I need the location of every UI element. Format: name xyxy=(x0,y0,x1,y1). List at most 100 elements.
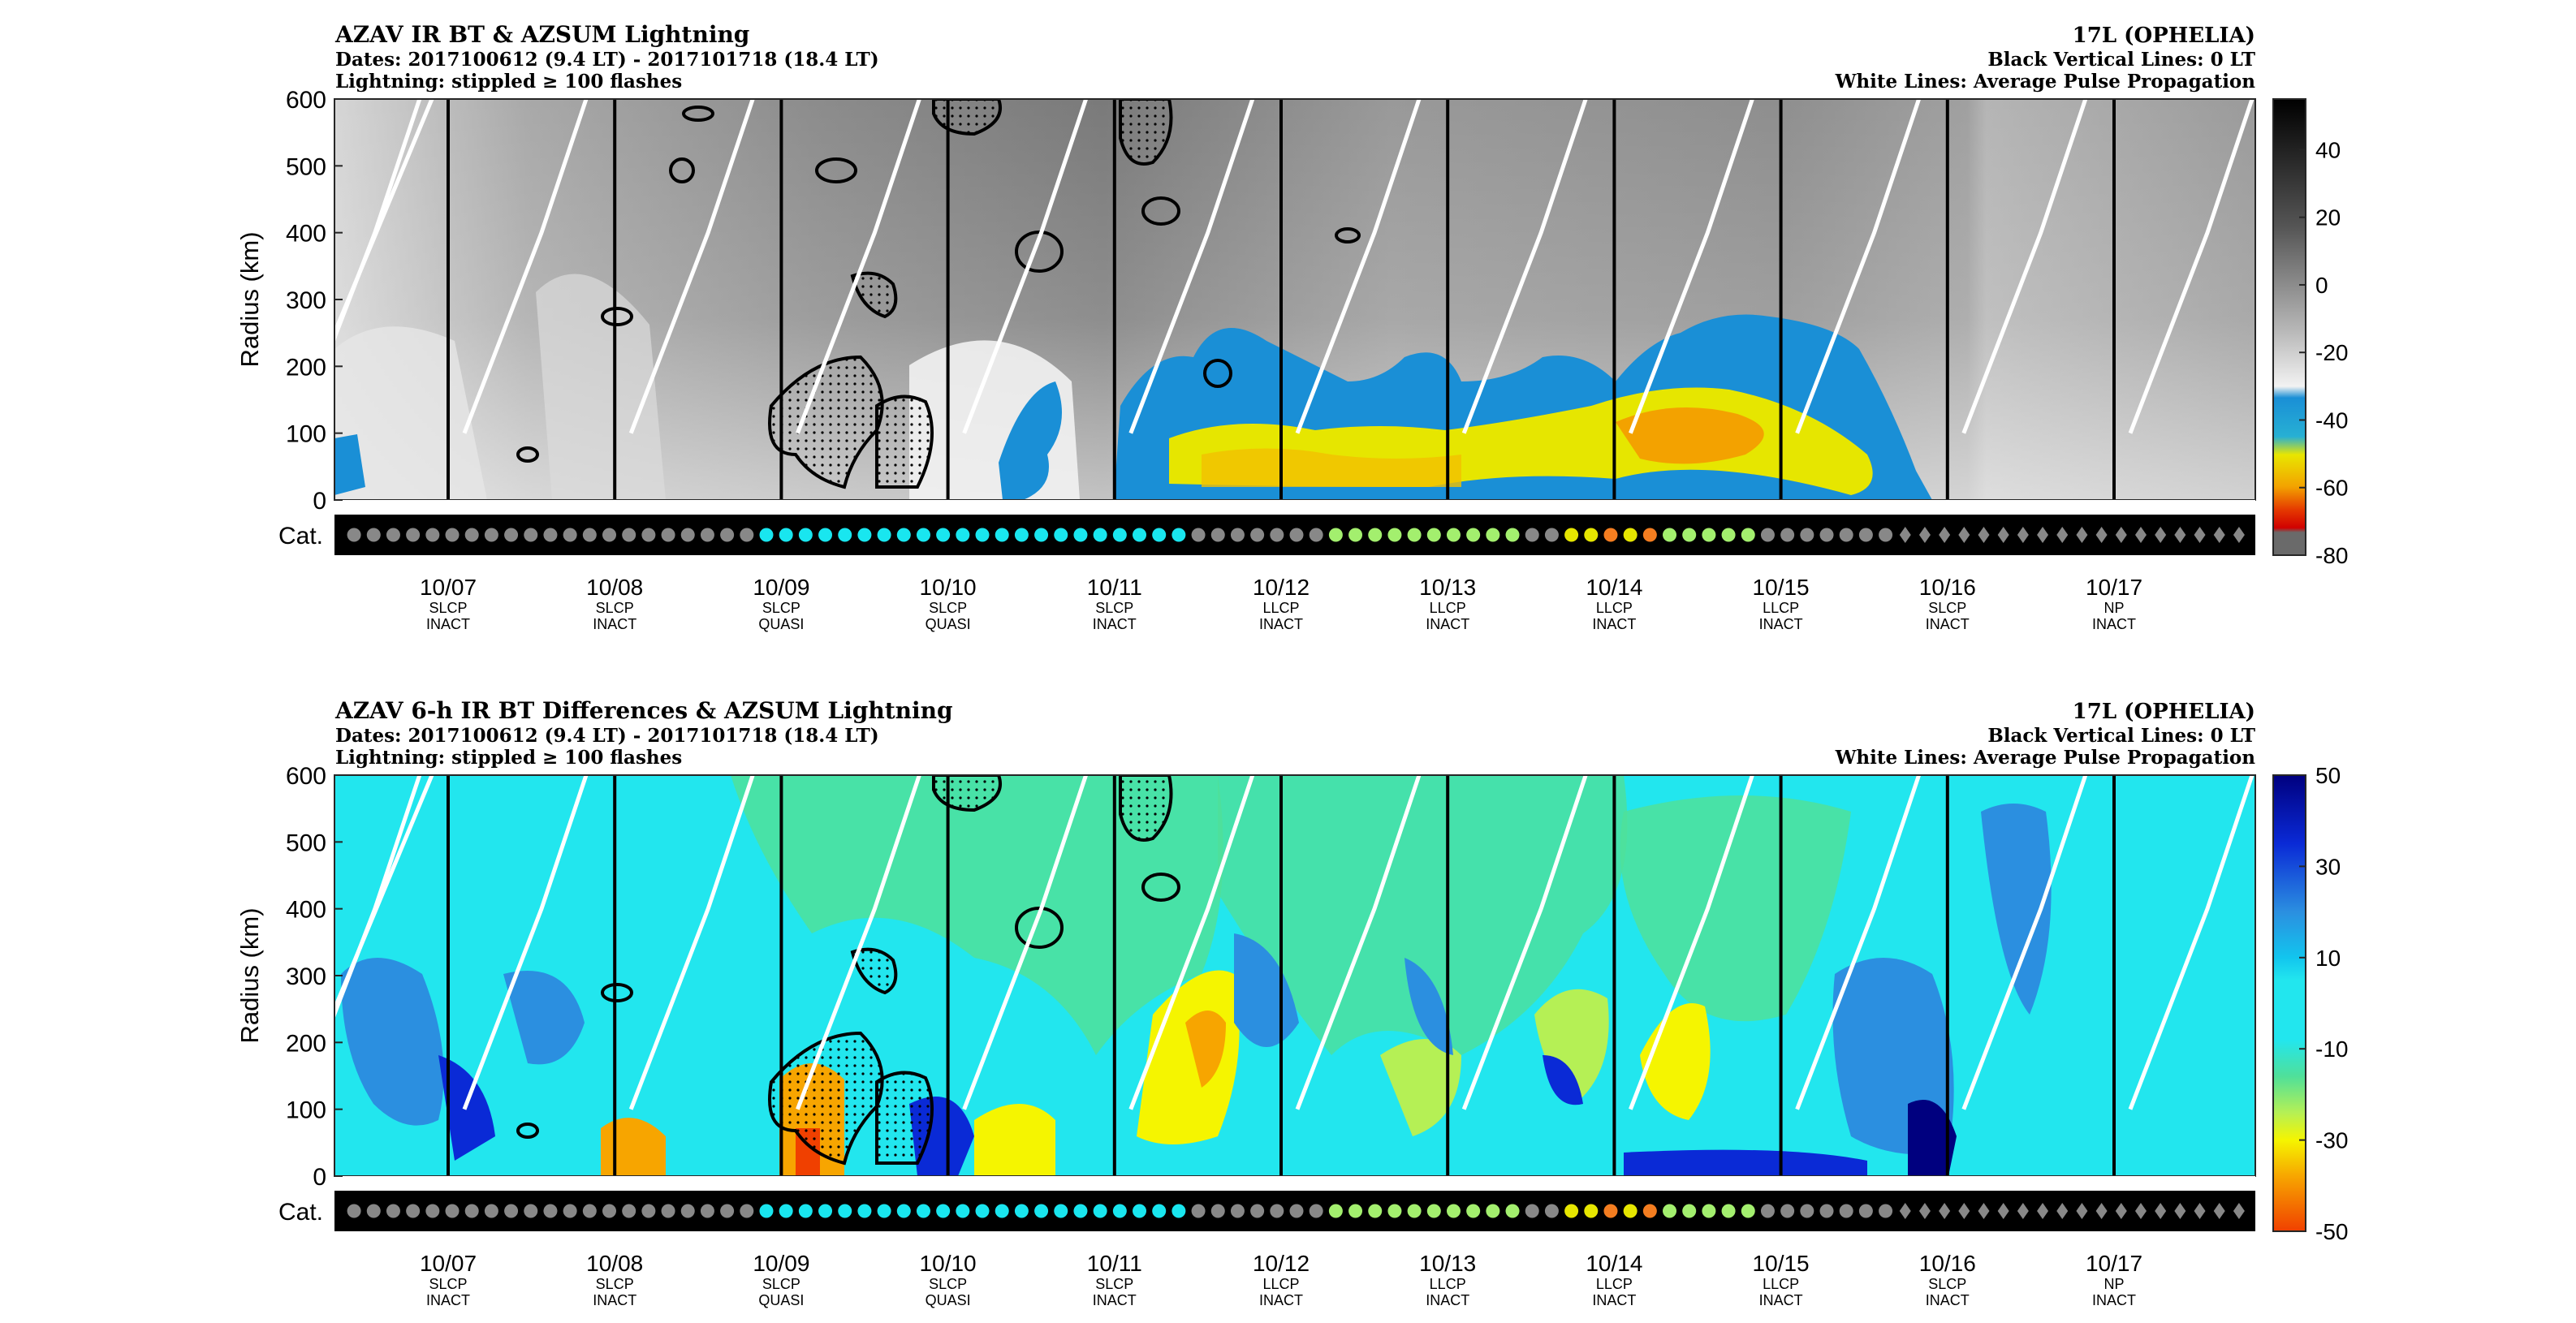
bottom-category-marker xyxy=(1250,1204,1265,1218)
bottom-category-marker xyxy=(425,1204,440,1218)
bottom-category-marker xyxy=(995,1204,1009,1218)
top-category-marker xyxy=(1171,528,1186,542)
bottom-category-marker xyxy=(1958,1203,1970,1219)
bottom-x-state1-label: SLCP xyxy=(596,1276,634,1292)
bottom-category-marker xyxy=(1289,1204,1304,1218)
negative-region-9 xyxy=(974,1104,1055,1176)
bottom-category-marker xyxy=(1133,1204,1147,1218)
bottom-category-marker xyxy=(2174,1203,2186,1219)
bottom-x-state1-label: LLCP xyxy=(1763,1276,1799,1292)
top-category-marker xyxy=(1918,527,1931,543)
bottom-x-state2-label: INACT xyxy=(1259,1292,1303,1308)
top-x-state2-label: INACT xyxy=(2092,616,2136,632)
lightning-contour-14 xyxy=(1203,359,1232,388)
top-category-marker xyxy=(700,528,714,542)
bottom-category-marker xyxy=(366,1204,381,1218)
bottom-plot-gap xyxy=(334,1176,2255,1183)
top-category-marker xyxy=(1348,528,1363,542)
top-category-marker xyxy=(838,528,852,542)
top-x-date-label: 10/16 xyxy=(1919,575,1976,600)
top-category-marker xyxy=(563,528,577,542)
top-pulse-line xyxy=(1795,99,1921,434)
bottom-category-marker xyxy=(1978,1203,1990,1219)
bottom-category-marker xyxy=(2095,1203,2108,1219)
positive-region-6 xyxy=(1405,958,1453,1055)
top-y-ticks: 0 100 200 300 400 500 600 xyxy=(286,87,343,515)
top-category-marker xyxy=(406,528,421,542)
bottom-category-marker xyxy=(680,1204,695,1218)
bottom-black-lines-note: Black Vertical Lines: 0 LT xyxy=(1987,725,2255,747)
top-pulse-line xyxy=(334,99,434,334)
top-category-marker xyxy=(1702,528,1716,542)
top-x-date-label: 10/08 xyxy=(586,575,643,600)
bottom-category-marker xyxy=(1858,1204,1873,1218)
top-category-marker xyxy=(464,528,479,542)
bottom-category-marker xyxy=(386,1204,400,1218)
positive-region-3 xyxy=(503,971,585,1065)
bottom-category-marker xyxy=(602,1204,617,1218)
bottom-category-marker xyxy=(1682,1204,1697,1218)
top-category-marker xyxy=(1289,528,1304,542)
positive-region-10 xyxy=(1908,1100,1957,1176)
top-category-marker xyxy=(995,528,1009,542)
bottom-category-marker xyxy=(975,1204,990,1218)
lightning-contour-b3 xyxy=(1119,775,1173,842)
top-category-marker xyxy=(1819,528,1834,542)
bottom-x-date-label: 10/08 xyxy=(586,1251,643,1276)
top-category-marker xyxy=(366,528,381,542)
top-category-marker xyxy=(798,528,813,542)
lightning-contour-b2 xyxy=(875,1071,934,1165)
top-category-marker xyxy=(2017,527,2029,543)
bottom-category-marker xyxy=(740,1204,754,1218)
bottom-category-marker xyxy=(1584,1204,1599,1218)
bottom-x-date-label: 10/10 xyxy=(920,1251,977,1276)
top-category-marker xyxy=(680,528,695,542)
bottom-x-state2-label: INACT xyxy=(1093,1292,1137,1308)
bottom-category-marker xyxy=(1348,1204,1363,1218)
bottom-colorbar-tick-label: 10 xyxy=(2315,946,2341,971)
top-category-marker xyxy=(1760,528,1775,542)
lightning-contour-7 xyxy=(669,157,695,183)
top-category-marker xyxy=(1800,528,1814,542)
bottom-category-marker xyxy=(1879,1204,1893,1218)
bottom-category-marker xyxy=(1446,1204,1461,1218)
bottom-pulse-line xyxy=(1961,775,2088,1110)
top-title: AZAV IR BT & AZSUM Lightning xyxy=(334,21,749,48)
top-cat-label: Cat. xyxy=(278,523,323,549)
bottom-category-marker xyxy=(1054,1204,1068,1218)
top-category-marker xyxy=(386,528,400,542)
cold-cloud-patch-1 xyxy=(999,381,1062,500)
top-category-marker xyxy=(1564,528,1579,542)
top-category-marker xyxy=(1623,528,1638,542)
bottom-category-marker xyxy=(1270,1204,1284,1218)
bottom-y-tick-label: 500 xyxy=(286,830,326,856)
top-category-marker xyxy=(2076,527,2088,543)
positive-region-11 xyxy=(1624,1149,1867,1176)
bottom-category-marker xyxy=(2076,1203,2088,1219)
lightning-contour-5 xyxy=(850,271,898,319)
top-colorbar-tick-label: 40 xyxy=(2315,137,2341,162)
bottom-x-state1-label: SLCP xyxy=(762,1276,800,1292)
top-category-marker xyxy=(1250,528,1265,542)
bottom-colorbar-tick-label: 30 xyxy=(2315,854,2341,879)
bottom-x-state1-label: LLCP xyxy=(1430,1276,1466,1292)
bottom-category-marker xyxy=(1112,1204,1127,1218)
cold-cloud-patch-2 xyxy=(334,434,365,495)
lightning-contour-b8 xyxy=(601,983,633,1002)
bottom-category-marker xyxy=(1702,1204,1716,1218)
top-category-marker xyxy=(1544,528,1559,542)
bottom-y-axis-label: Radius (km) xyxy=(235,907,264,1043)
top-category-markers xyxy=(347,527,2245,543)
bottom-pulse-line xyxy=(1629,775,1754,1110)
top-category-marker xyxy=(1446,528,1461,542)
top-x-state2-label: INACT xyxy=(1926,616,1970,632)
top-category-marker xyxy=(1642,528,1657,542)
top-x-state1-label: LLCP xyxy=(1262,600,1299,616)
top-pulse-lines xyxy=(334,99,2255,434)
top-pulse-line xyxy=(1461,99,1588,434)
bottom-category-marker xyxy=(484,1204,498,1218)
top-x-date-label: 10/14 xyxy=(1586,575,1642,600)
positive-region-8 xyxy=(1981,804,2052,1015)
bottom-category-marker xyxy=(1328,1204,1343,1218)
top-category-marker xyxy=(1270,528,1284,542)
